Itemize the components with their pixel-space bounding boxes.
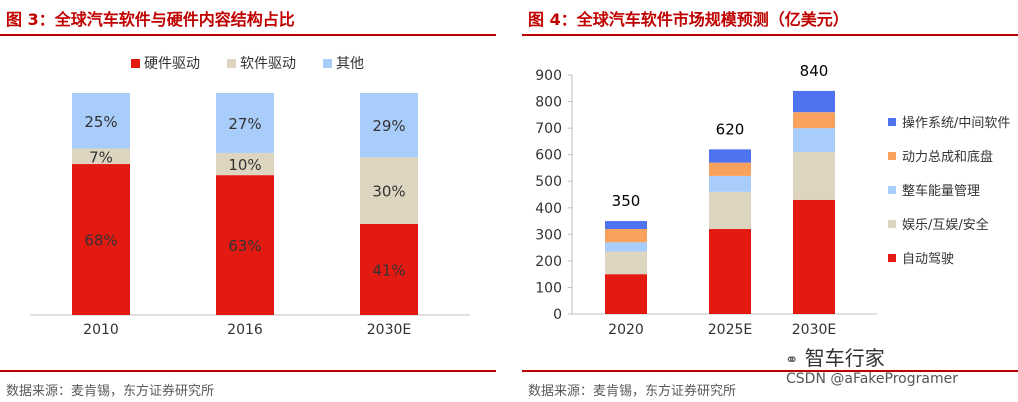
x-tick-label-2: 2030E bbox=[792, 322, 836, 338]
left-chart-panel: 图 3：全球汽车软件与硬件内容结构占比 硬件驱动 软件驱动 其他 68% 7% 25% 20… bbox=[0, 0, 496, 400]
y-tick-label-0: 0 bbox=[553, 307, 562, 323]
y-tick-label-9: 900 bbox=[535, 68, 562, 84]
y-tick-label-5: 500 bbox=[535, 174, 562, 190]
legend-label-3: 动力总成和底盘 bbox=[902, 149, 993, 165]
right-chart-title: 图 4：全球汽车软件市场规模预测（亿美元） bbox=[528, 10, 849, 29]
x-tick-label-1: 2016 bbox=[227, 322, 263, 338]
left-source-text: 数据来源：麦肯锡，东方证券研究所 bbox=[6, 384, 215, 399]
y-tick-label-2: 200 bbox=[535, 254, 562, 270]
right-chart-panel: 图 4：全球汽车软件市场规模预测（亿美元） 0 100 200 300 400 500 60… bbox=[522, 0, 1018, 400]
bar-segment-2-2 bbox=[793, 128, 835, 153]
y-tick-label-6: 600 bbox=[535, 148, 562, 164]
bar-segment-2-1 bbox=[360, 157, 418, 224]
legend-label-1: 软件驱动 bbox=[240, 56, 296, 72]
x-tick-label-0: 2010 bbox=[83, 322, 119, 338]
left-source-bar: 数据来源：麦肯锡，东方证券研究所 bbox=[0, 370, 496, 402]
bar-segment-2-3 bbox=[793, 112, 835, 129]
x-tick-label-2: 2030E bbox=[367, 322, 411, 338]
x-tick-label-0: 2020 bbox=[608, 322, 644, 338]
bar-segment-0-0 bbox=[605, 274, 647, 314]
bar-segment-1-4 bbox=[709, 149, 751, 163]
legend-swatch-2 bbox=[323, 59, 332, 68]
bar-segment-2-2 bbox=[360, 93, 418, 158]
legend-swatch-3 bbox=[888, 152, 896, 160]
left-chart-svg: 硬件驱动 软件驱动 其他 68% 7% 25% 2010 63% 10% 27% 2016 41% 30… bbox=[30, 56, 470, 338]
right-source-text: 数据来源：麦肯锡，东方证券研究所 bbox=[528, 384, 737, 399]
bar-segment-0-2 bbox=[605, 242, 647, 252]
bar-segment-1-1 bbox=[709, 191, 751, 230]
legend-swatch-1 bbox=[227, 59, 236, 68]
right-chart-svg: 0 100 200 300 400 500 600 700 800 900 350 2020 620 20… bbox=[535, 62, 1010, 338]
data-label-1-0: 63% bbox=[228, 237, 261, 255]
data-label-0-2: 25% bbox=[84, 113, 117, 131]
data-label-1-1: 10% bbox=[228, 156, 261, 174]
bar-segment-2-0 bbox=[793, 199, 835, 314]
x-tick-label-1: 2025E bbox=[708, 322, 752, 338]
bar-segment-0-2 bbox=[72, 93, 130, 149]
bar-segment-0-4 bbox=[605, 221, 647, 230]
legend-swatch-0 bbox=[131, 59, 140, 68]
bar-segment-1-2 bbox=[709, 175, 751, 192]
wechat-icon: ⚭ bbox=[785, 350, 799, 369]
bar-segment-2-4 bbox=[793, 90, 835, 113]
legend-label-4: 操作系统/中间软件 bbox=[902, 115, 1010, 131]
right-source-bar: 数据来源：麦肯锡，东方证券研究所 bbox=[522, 370, 1018, 402]
watermark-brand: 智车行家 bbox=[804, 346, 885, 370]
legend-label-0: 自动驾驶 bbox=[902, 252, 954, 267]
legend-swatch-2 bbox=[888, 186, 896, 194]
bar-segment-0-0 bbox=[72, 164, 130, 315]
total-label-0: 350 bbox=[612, 192, 641, 210]
bar-segment-1-3 bbox=[709, 162, 751, 176]
legend-swatch-0 bbox=[888, 254, 896, 262]
bar-segment-1-0 bbox=[709, 229, 751, 314]
legend-swatch-4 bbox=[888, 118, 896, 126]
y-tick-label-8: 800 bbox=[535, 95, 562, 111]
left-title-bar: 图 3：全球汽车软件与硬件内容结构占比 bbox=[0, 0, 496, 36]
watermark: ⚭ 智车行家 bbox=[785, 342, 885, 371]
total-label-2: 840 bbox=[800, 62, 829, 80]
legend-label-2: 整车能量管理 bbox=[902, 183, 980, 199]
bar-segment-1-0 bbox=[216, 175, 274, 315]
data-label-1-2: 27% bbox=[228, 115, 261, 133]
data-label-2-2: 29% bbox=[372, 117, 405, 135]
left-chart-title: 图 3：全球汽车软件与硬件内容结构占比 bbox=[6, 10, 295, 29]
data-label-2-0: 41% bbox=[372, 261, 405, 279]
bar-segment-2-1 bbox=[793, 152, 835, 200]
bar-segment-1-2 bbox=[216, 93, 274, 153]
bar-segment-0-3 bbox=[605, 229, 647, 243]
legend-label-2: 其他 bbox=[336, 56, 364, 72]
y-tick-label-1: 100 bbox=[535, 280, 562, 296]
data-label-0-1: 7% bbox=[89, 148, 113, 166]
y-tick-label-3: 300 bbox=[535, 227, 562, 243]
y-tick-label-4: 400 bbox=[535, 201, 562, 217]
right-title-bar: 图 4：全球汽车软件市场规模预测（亿美元） bbox=[522, 0, 1018, 36]
legend-label-0: 硬件驱动 bbox=[144, 56, 200, 72]
bar-segment-0-1 bbox=[605, 251, 647, 275]
data-label-2-1: 30% bbox=[372, 183, 405, 201]
bar-segment-2-0 bbox=[360, 223, 418, 315]
bar-segment-1-1 bbox=[216, 152, 274, 176]
data-label-0-0: 68% bbox=[84, 232, 117, 250]
legend-label-1: 娱乐/互娱/安全 bbox=[902, 217, 989, 233]
csdn-watermark: CSDN @aFakeProgramer bbox=[786, 371, 958, 387]
y-tick-label-7: 700 bbox=[535, 121, 562, 137]
bar-segment-0-1 bbox=[72, 148, 130, 165]
total-label-1: 620 bbox=[716, 120, 745, 138]
legend-swatch-1 bbox=[888, 220, 896, 228]
